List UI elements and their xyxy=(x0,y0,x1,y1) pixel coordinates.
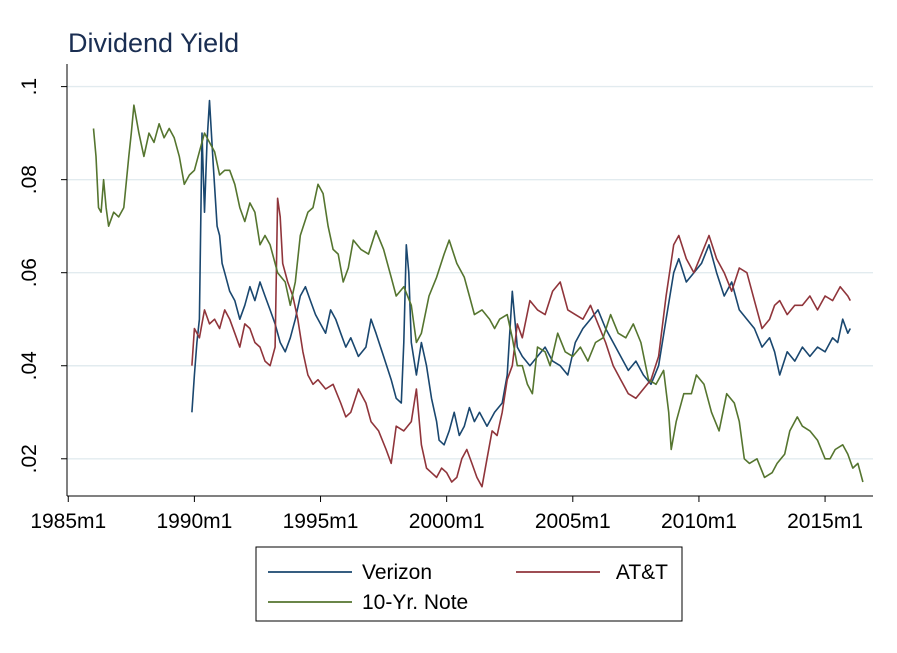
x-tick-label: 1985m1 xyxy=(30,510,106,533)
series-line-verizon xyxy=(191,99,852,446)
legend-label: 10-Yr. Note xyxy=(362,591,468,614)
x-tick-label: 1990m1 xyxy=(156,510,232,533)
grid-lines xyxy=(67,85,873,460)
x-tick-label: 2015m1 xyxy=(787,510,863,533)
y-tick-label: .02 xyxy=(18,444,41,473)
legend-box xyxy=(255,546,683,622)
axes: .02 .04 .06 .08 .1 1985m1 1990m1 1995m1 2000m1 20… xyxy=(18,64,873,533)
series-line-at-t xyxy=(191,197,852,488)
legend-label: AT&T xyxy=(616,561,668,584)
x-tick-label: 2005m1 xyxy=(535,510,611,533)
x-tick-label: 1995m1 xyxy=(283,510,359,533)
chart-title: Dividend Yield xyxy=(68,28,239,58)
y-tick-label: .06 xyxy=(18,258,41,287)
y-tick-label: .04 xyxy=(18,351,41,381)
series-line-10-yr-note xyxy=(92,104,864,483)
legend: Verizon AT&T 10-Yr. Note xyxy=(255,546,683,622)
legend-label: Verizon xyxy=(362,561,432,584)
y-tick-label: .1 xyxy=(18,78,41,96)
x-tick-label: 2010m1 xyxy=(661,510,737,533)
series-lines xyxy=(92,99,864,488)
x-tick-label: 2000m1 xyxy=(409,510,485,533)
y-tick-label: .08 xyxy=(18,165,41,194)
